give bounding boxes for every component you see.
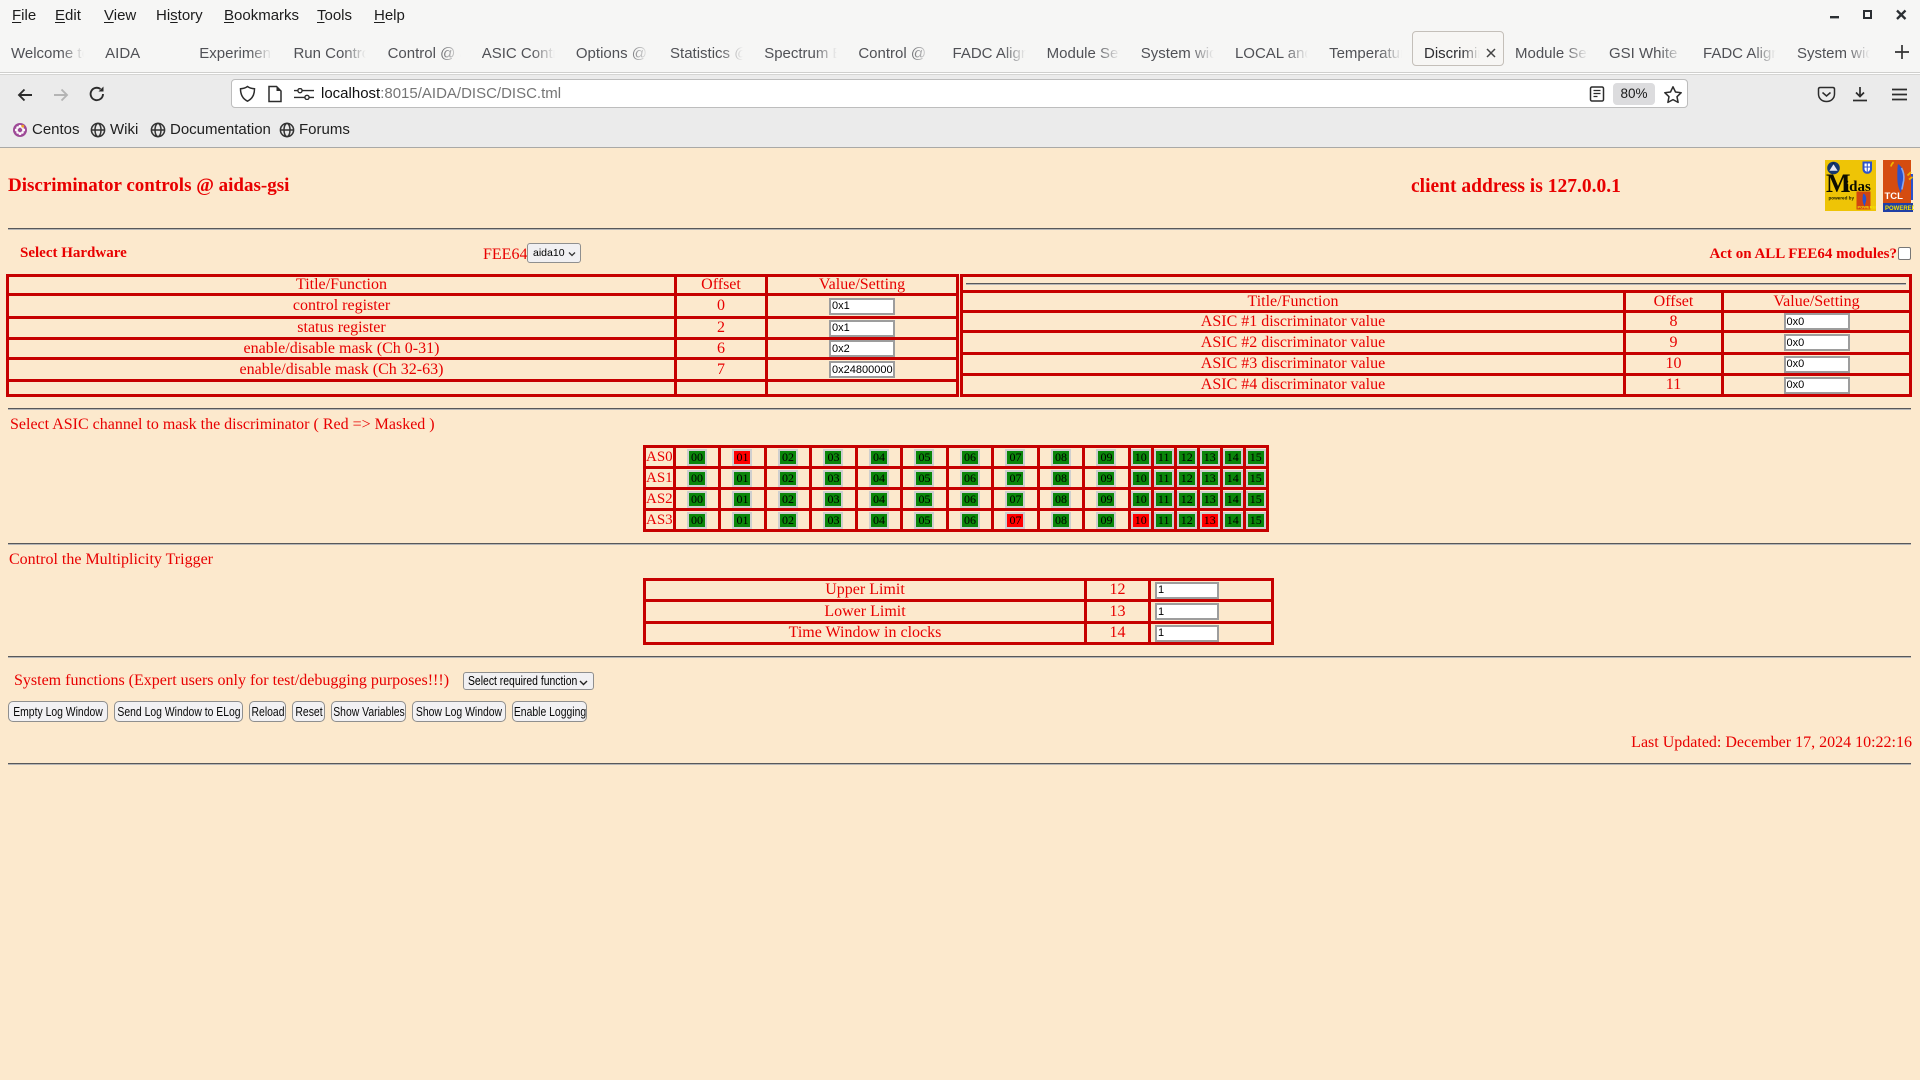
svg-text:powered by: powered by bbox=[1829, 196, 1855, 201]
svg-text:POWERED: POWERED bbox=[1885, 206, 1914, 212]
svg-text:POWERED: POWERED bbox=[1858, 205, 1877, 210]
svg-text:M: M bbox=[1826, 169, 1851, 198]
svg-text:TCL: TCL bbox=[1885, 191, 1904, 202]
svg-text:idas: idas bbox=[1845, 179, 1871, 195]
